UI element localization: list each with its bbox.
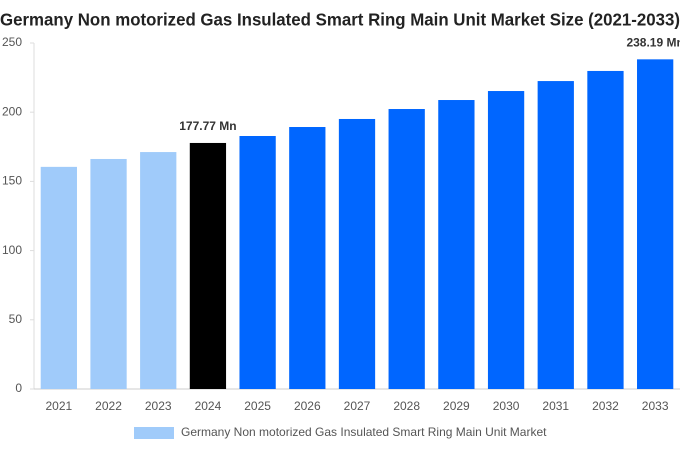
- bar: [587, 70, 624, 390]
- bar: [438, 100, 475, 389]
- y-tick-label: 100: [2, 243, 22, 257]
- x-tick-label: 2027: [344, 399, 371, 413]
- bar: [40, 166, 77, 389]
- bar: [90, 158, 127, 389]
- x-tick-label: 2022: [95, 399, 122, 413]
- x-tick-label: 2033: [642, 399, 669, 413]
- bar: [637, 59, 674, 390]
- y-tick-label: 250: [2, 35, 22, 49]
- x-tick-label: 2024: [195, 399, 222, 413]
- bar: [289, 127, 326, 390]
- x-tick-label: 2028: [393, 399, 420, 413]
- y-tick-label: 200: [2, 104, 22, 118]
- bar: [189, 142, 227, 389]
- value-label: 177.77 Mn: [179, 119, 236, 133]
- x-tick-label: 2026: [294, 399, 321, 413]
- bar: [487, 91, 525, 389]
- x-tick-label: 2032: [592, 399, 619, 413]
- x-tick-label: 2030: [493, 399, 520, 413]
- bar: [537, 81, 574, 389]
- y-tick-label: 0: [15, 381, 22, 395]
- value-label: 238.19 Mn: [626, 36, 680, 50]
- x-tick-label: 2029: [443, 399, 470, 413]
- x-tick-label: 2023: [145, 399, 172, 413]
- x-tick-label: 2021: [45, 399, 72, 413]
- y-tick-label: 150: [2, 174, 22, 188]
- bar: [388, 109, 425, 390]
- y-tick-label: 50: [9, 312, 23, 326]
- legend-swatch: [134, 427, 174, 439]
- chart-title: Germany Non motorized Gas Insulated Smar…: [0, 10, 680, 30]
- bar: [338, 118, 376, 389]
- bar: [140, 152, 177, 389]
- x-tick-label: 2025: [244, 399, 271, 413]
- x-tick-label: 2031: [542, 399, 569, 413]
- legend-label: Germany Non motorized Gas Insulated Smar…: [181, 425, 547, 439]
- bar: [239, 136, 276, 389]
